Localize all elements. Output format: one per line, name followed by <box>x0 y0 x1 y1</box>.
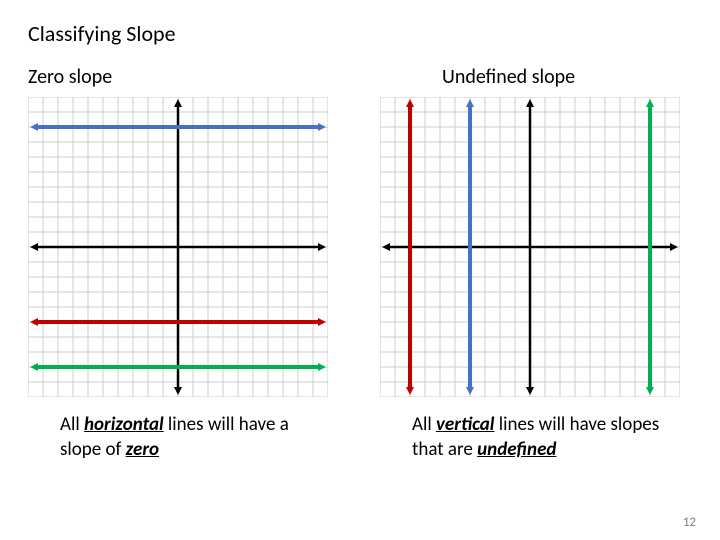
left-heading: Zero slope <box>28 65 340 89</box>
undefined-slope-grid <box>380 97 680 397</box>
columns: Zero slope All horizontal lines will hav… <box>28 65 692 462</box>
caption-keyword: undefined <box>477 438 556 461</box>
right-chart <box>380 97 680 397</box>
caption-text: All <box>412 413 436 436</box>
caption-keyword: horizontal <box>84 413 164 436</box>
slide: Classifying Slope Zero slope All horizon… <box>0 0 720 540</box>
caption-keyword: zero <box>126 438 159 461</box>
caption-keyword: vertical <box>436 413 494 436</box>
page-number: 12 <box>683 515 696 530</box>
caption-text: All <box>60 413 84 436</box>
left-chart <box>28 97 328 397</box>
right-column: Undefined slope All vertical lines will … <box>380 65 692 462</box>
right-caption: All vertical lines will have slopes that… <box>380 413 660 462</box>
zero-slope-grid <box>28 97 328 397</box>
right-heading: Undefined slope <box>380 65 692 89</box>
left-caption: All horizontal lines will have a slope o… <box>28 413 308 462</box>
page-title: Classifying Slope <box>28 20 692 47</box>
left-column: Zero slope All horizontal lines will hav… <box>28 65 340 462</box>
